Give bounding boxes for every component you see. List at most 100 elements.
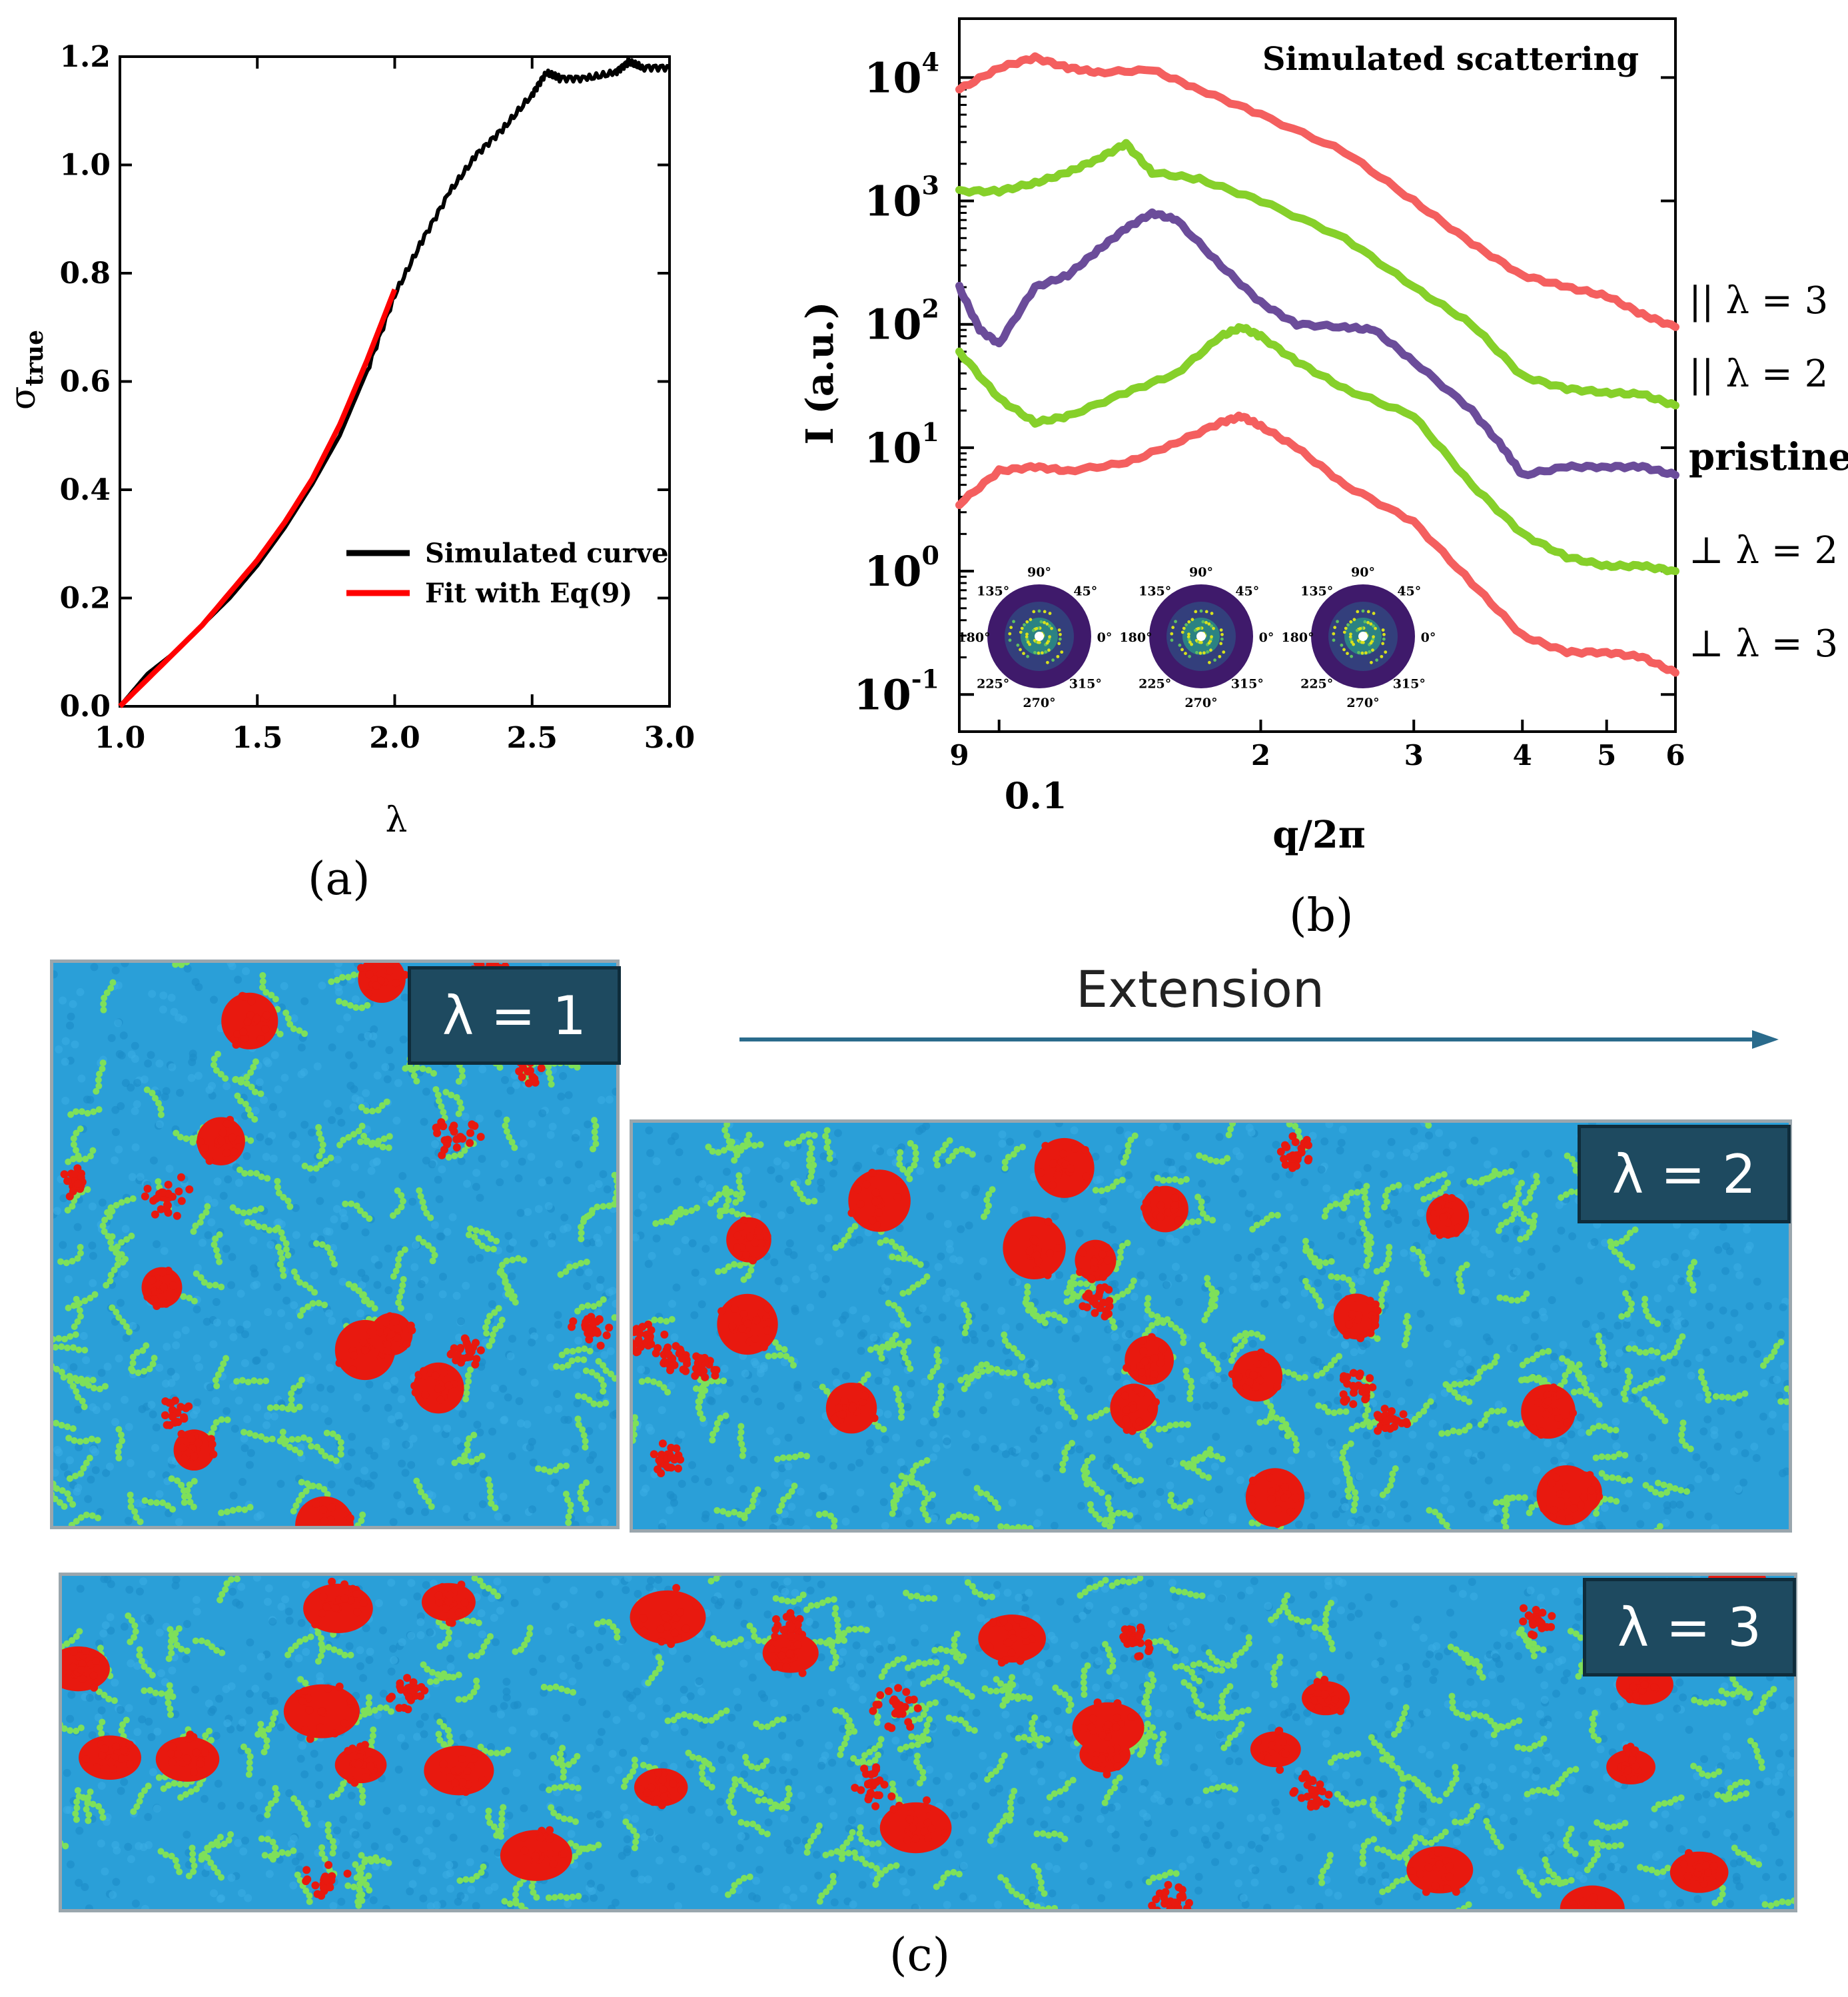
scattering-chart: 9 0.1 2 3 4 5 6 10-1 100 101 102 103 104 Simulated s…	[798, 17, 1848, 857]
red-domain	[1521, 1383, 1578, 1439]
polar-insets: 90° 45° 0° 315° 270° 225° 180° 135° 90° 45° 0° 315°…	[957, 565, 1436, 710]
y-tick-label: 0.4	[59, 473, 111, 507]
polar-inset-2: 90° 45° 0° 315° 270° 225° 180° 135°	[1119, 565, 1274, 710]
red-domain	[1034, 1137, 1095, 1198]
series-line-2	[955, 208, 1679, 480]
legend-label-simulated: Simulated curve	[425, 538, 669, 569]
y-tick-label: 0.8	[59, 257, 111, 291]
polar-angle-label: 90°	[1351, 565, 1375, 580]
red-domain	[1373, 1405, 1412, 1435]
red-domain	[1536, 1465, 1599, 1525]
red-domain	[196, 1115, 245, 1165]
y-tick-label: 101	[864, 417, 939, 472]
series-label-0: || λ = 3	[1689, 279, 1828, 323]
red-domain	[370, 1312, 416, 1356]
chart-title: Simulated scattering	[1262, 41, 1639, 78]
red-domain	[726, 1216, 771, 1265]
red-domain	[762, 1632, 819, 1677]
series-line-3	[955, 323, 1679, 576]
red-domain	[851, 1763, 896, 1810]
red-domain	[60, 1164, 87, 1201]
series-line-0	[955, 52, 1679, 331]
red-domain	[1250, 1726, 1301, 1774]
polar-angle-label: 0°	[1097, 630, 1113, 645]
red-domain	[141, 1266, 183, 1310]
series-label-4: ⊥ λ = 3	[1689, 622, 1838, 666]
red-domain	[568, 1313, 614, 1350]
series-line-fit	[118, 288, 398, 708]
series-line-4	[955, 411, 1679, 677]
red-domain	[1289, 1770, 1333, 1811]
red-domain	[302, 1860, 352, 1900]
x-tick-label: 2.5	[506, 721, 558, 755]
red-domain	[1148, 1880, 1194, 1909]
lambda-label-1: λ = 1	[408, 966, 621, 1065]
red-domain	[79, 1735, 141, 1780]
y-tick-label: 0.2	[59, 582, 111, 616]
legend: Simulated curve Fit with Eq(9)	[346, 538, 669, 609]
panel-label-a-text: (a)	[308, 853, 370, 906]
y-axis-label-sub: true	[21, 330, 49, 386]
panel-label-b: (b)	[1289, 890, 1354, 942]
simulation-box-lambda-3	[59, 1573, 1797, 1912]
polar-angle-label: 180°	[957, 630, 990, 645]
red-domain	[879, 1796, 952, 1854]
y-axis-label: σtrue	[3, 330, 49, 410]
red-domain	[386, 1674, 429, 1714]
y-tick-label: 10-1	[854, 664, 940, 719]
red-domain	[424, 1745, 494, 1796]
polar-angle-label: 225°	[977, 676, 1009, 691]
lambda-label-3: λ = 3	[1583, 1578, 1796, 1676]
legend-label-fit: Fit with Eq(9)	[425, 578, 632, 609]
x-tick-label: 3	[1404, 739, 1424, 772]
polar-angle-label: 315°	[1231, 676, 1264, 691]
y-tick-label: 102	[864, 294, 939, 349]
red-domain	[446, 1334, 485, 1369]
x-tick-label: 3.0	[644, 721, 695, 755]
red-domain	[161, 1397, 193, 1429]
polar-angle-label: 180°	[1281, 630, 1314, 645]
y-tick-label: 103	[864, 171, 939, 226]
red-domain	[173, 1429, 218, 1471]
series-label-1: || λ = 2	[1689, 352, 1828, 396]
red-domain	[1606, 1742, 1655, 1784]
red-domain	[1123, 1333, 1174, 1385]
x-axis-label: λ	[386, 800, 408, 840]
extension-label: Extension	[1076, 960, 1325, 1019]
y-tick-label: 100	[864, 540, 939, 596]
red-domain	[717, 1293, 778, 1355]
polar-angle-label: 0°	[1259, 630, 1274, 645]
plot-frame	[958, 17, 1677, 733]
polar-angle-label: 315°	[1393, 676, 1426, 691]
red-domain	[283, 1682, 360, 1743]
red-domain	[432, 1118, 485, 1159]
red-domain	[357, 963, 410, 1003]
red-domain	[141, 1173, 194, 1220]
polar-angle-label: 135°	[977, 584, 1009, 599]
red-domain	[1228, 1348, 1283, 1402]
red-domain	[1333, 1293, 1382, 1343]
x-tick-label: 1.5	[232, 721, 283, 755]
y-axis-label-main: σ	[3, 386, 43, 410]
red-domain	[1426, 1193, 1470, 1239]
y-tick-label: 1.0	[59, 149, 111, 183]
red-domain	[500, 1826, 572, 1881]
series-line-simulated	[118, 57, 671, 708]
polar-angle-label: 225°	[1139, 676, 1171, 691]
red-domain	[62, 1646, 110, 1692]
x-axis-label: q/2π	[1272, 813, 1366, 857]
red-domain	[1003, 1216, 1066, 1280]
polar-angle-label: 135°	[1139, 584, 1171, 599]
polar-angle-label: 180°	[1119, 630, 1152, 645]
red-domain	[630, 1584, 706, 1649]
red-domain	[421, 1581, 476, 1627]
red-domain	[1119, 1623, 1154, 1661]
red-domain	[633, 1320, 669, 1357]
red-domain	[652, 1342, 691, 1375]
series-line-1	[955, 139, 1679, 410]
red-domain	[1560, 1885, 1625, 1909]
x-tick-label: 2	[1251, 739, 1270, 772]
red-domain	[1245, 1468, 1305, 1528]
red-domain	[847, 1169, 911, 1232]
polar-angle-label: 315°	[1069, 676, 1102, 691]
